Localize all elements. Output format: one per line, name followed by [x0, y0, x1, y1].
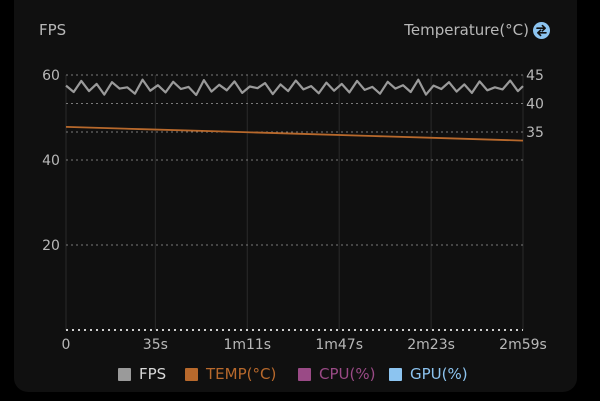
legend-label: TEMP(°C) [206, 365, 277, 383]
right-tick-label: 40 [526, 97, 544, 113]
left-tick-label: 20 [42, 238, 60, 254]
x-tick-label: 2m59s [499, 337, 547, 353]
legend-item[interactable]: FPS [118, 364, 166, 384]
legend-swatch [118, 367, 131, 381]
series-line-tempc [65, 126, 524, 142]
chart-legend: FPS TEMP(°C) CPU(%) GPU(%) [0, 364, 600, 384]
x-tick-label: 1m47s [315, 337, 363, 353]
legend-label: FPS [139, 365, 167, 383]
right-axis-title: Temperature(°C) [404, 21, 529, 39]
left-axis-title: FPS [39, 21, 67, 39]
left-tick-label: 60 [42, 68, 60, 84]
series-line-fps [65, 78, 524, 97]
legend-swatch [389, 367, 402, 381]
legend-label: GPU(%) [410, 365, 468, 383]
x-tick-label: 1m11s [223, 337, 271, 353]
legend-item[interactable]: CPU(%) [298, 364, 375, 384]
x-tick-label: 35s [143, 337, 168, 353]
legend-swatch [298, 367, 311, 381]
swap-axis-icon[interactable] [533, 22, 550, 39]
left-tick-label: 40 [42, 153, 60, 169]
legend-item[interactable]: GPU(%) [389, 364, 468, 384]
x-tick-label: 0 [62, 337, 71, 353]
chart-card [14, 0, 577, 392]
right-tick-label: 35 [526, 125, 544, 141]
legend-swatch [185, 367, 198, 381]
chart-plot: 20 40 60 35 40 45 0 35s 1m11s 1m47s 2m23s 2m59s [42, 68, 547, 353]
x-tick-label: 2m23s [407, 337, 455, 353]
right-tick-label: 45 [526, 68, 544, 84]
legend-label: CPU(%) [319, 365, 376, 383]
legend-item[interactable]: TEMP(°C) [185, 364, 276, 384]
